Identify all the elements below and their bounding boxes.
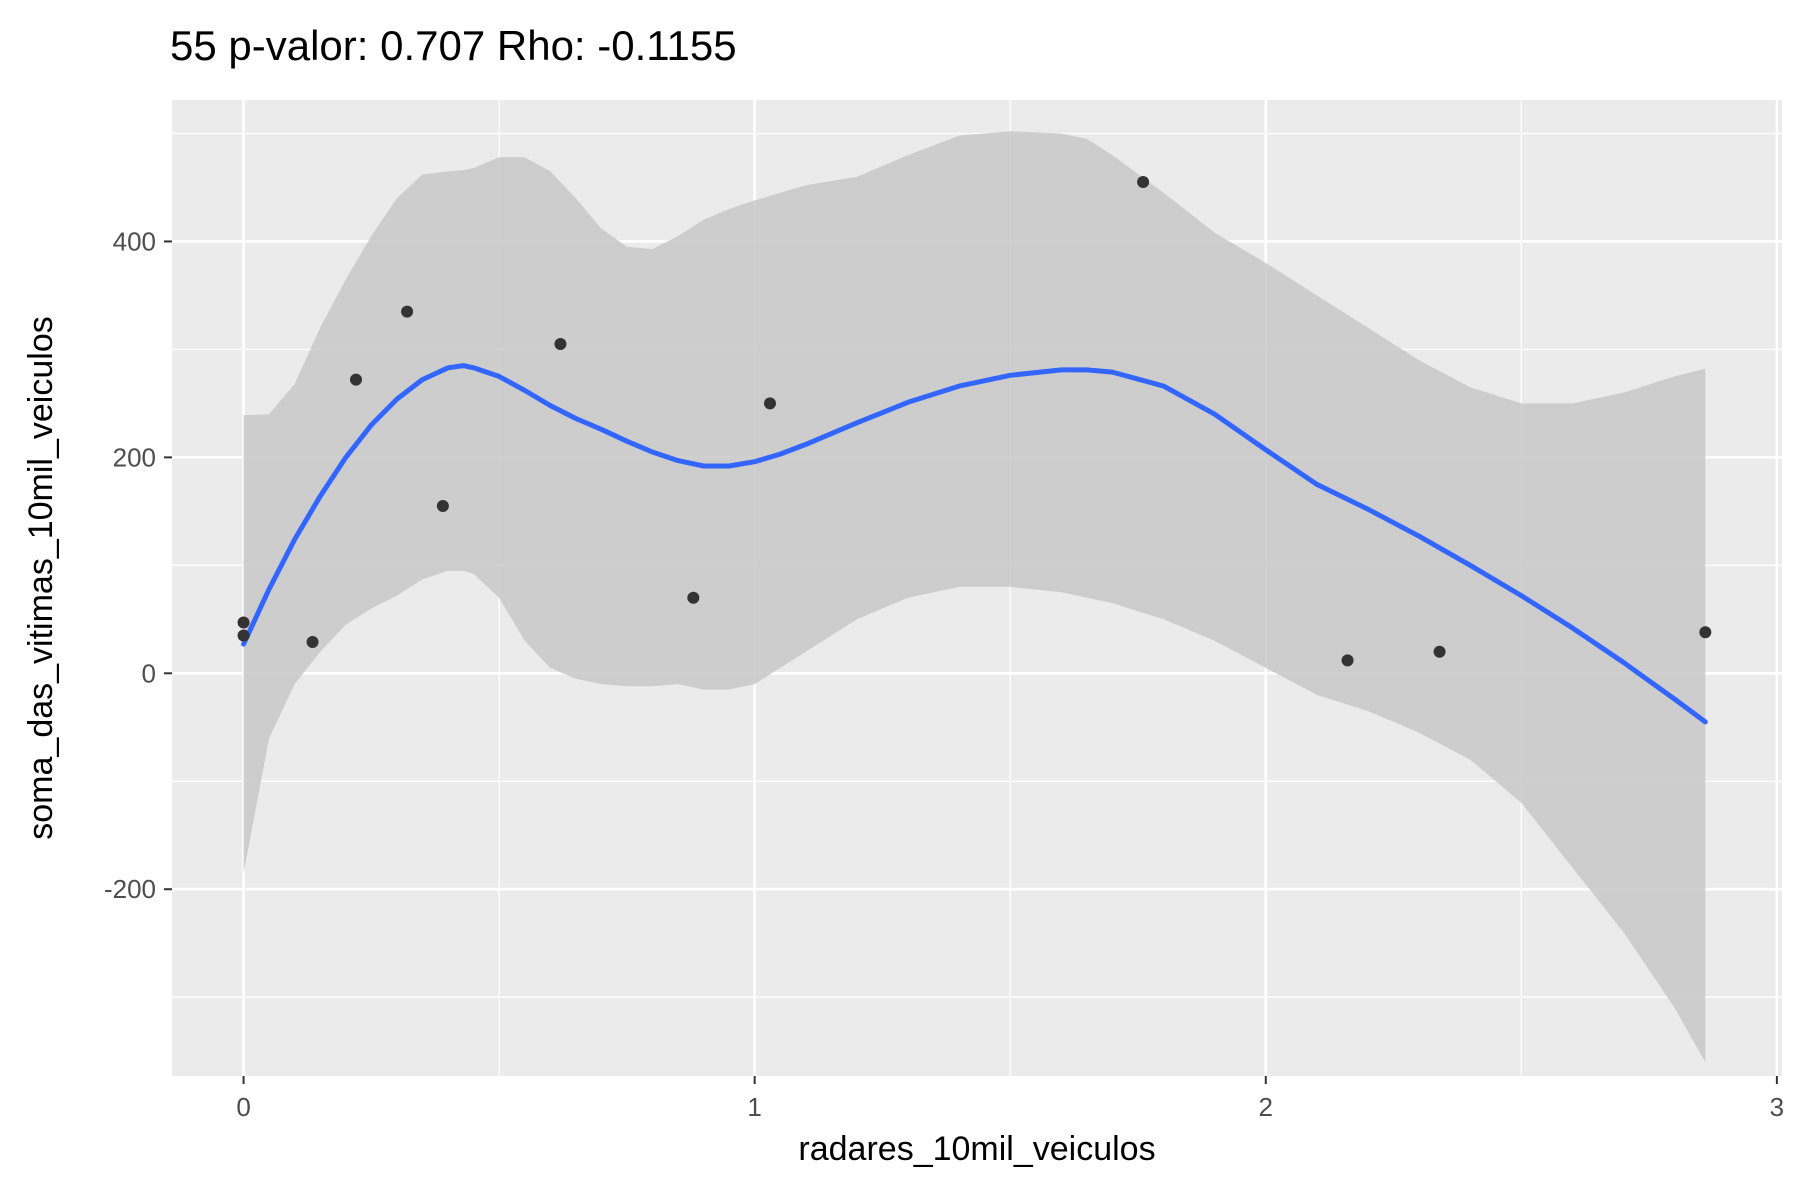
y-axis-ticks: -200 0 200 400 bbox=[104, 226, 172, 904]
data-point-7 bbox=[687, 591, 700, 604]
y-tick-label: 0 bbox=[142, 658, 156, 688]
data-point-0 bbox=[237, 616, 250, 629]
data-points bbox=[237, 176, 1712, 667]
data-point-10 bbox=[1341, 654, 1354, 667]
x-axis-label: radares_10mil_veiculos bbox=[798, 1130, 1155, 1168]
data-point-12 bbox=[1699, 626, 1712, 639]
x-tick-label: 1 bbox=[747, 1092, 761, 1122]
data-point-1 bbox=[237, 629, 250, 642]
data-point-6 bbox=[554, 338, 567, 350]
x-tick-label: 3 bbox=[1770, 1092, 1784, 1122]
x-axis-ticks: 0 1 2 3 bbox=[236, 1076, 1784, 1122]
data-point-11 bbox=[1433, 645, 1446, 658]
y-axis-label: soma_das_vitimas_10mil_veiculos bbox=[22, 316, 60, 839]
x-tick-label: 2 bbox=[1259, 1092, 1273, 1122]
x-tick-label: 0 bbox=[236, 1092, 250, 1122]
data-point-4 bbox=[401, 305, 414, 318]
data-point-5 bbox=[436, 499, 449, 512]
y-tick-label: -200 bbox=[104, 874, 156, 904]
smooth-line bbox=[241, 363, 1708, 725]
y-tick-label: 400 bbox=[113, 226, 156, 256]
data-point-9 bbox=[1137, 176, 1150, 189]
chart-title: 55 p-valor: 0.707 Rho: -0.1155 bbox=[170, 22, 737, 69]
data-point-8 bbox=[764, 397, 776, 410]
y-tick-label: 200 bbox=[113, 442, 156, 472]
data-point-2 bbox=[306, 635, 319, 648]
data-point-3 bbox=[350, 373, 362, 386]
confidence-band bbox=[243, 131, 1706, 1063]
